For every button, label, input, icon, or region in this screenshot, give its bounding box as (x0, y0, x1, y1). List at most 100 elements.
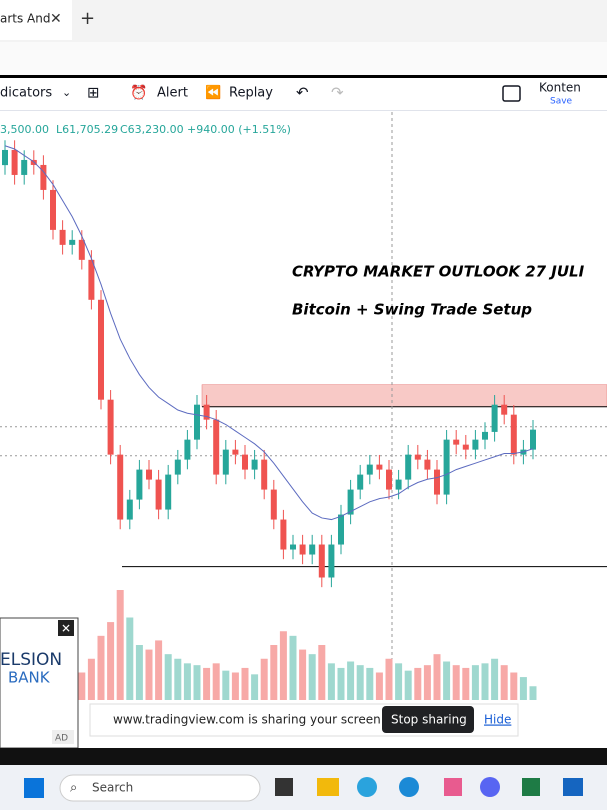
ad-brand[interactable]: ELSION (0, 650, 62, 670)
volume-bar (395, 663, 403, 700)
volume-bar (529, 686, 537, 700)
stop-sharing[interactable]: Stop sharing (391, 713, 467, 727)
volume-bar (299, 649, 307, 700)
toolbar (0, 78, 607, 110)
candle-body (357, 474, 364, 490)
redo[interactable]: ↷ (331, 84, 344, 102)
share-message: www.tradingview.com is sharing your scre… (113, 713, 385, 727)
candle-body (126, 499, 133, 520)
candle-body (299, 544, 306, 555)
volume-bar (279, 631, 287, 700)
app-icon[interactable] (399, 777, 419, 797)
indicators[interactable]: dicators (0, 86, 52, 101)
alert[interactable]: Alert (157, 86, 188, 101)
app-icon[interactable] (317, 778, 339, 796)
candle-body (261, 459, 268, 490)
replay-icon[interactable]: ⏪ (205, 85, 221, 101)
candle-body (98, 299, 104, 400)
candle-body (155, 479, 162, 510)
fullscreen[interactable] (502, 85, 521, 102)
volume-bar (462, 667, 470, 700)
annotation-subtitle: Bitcoin + Swing Trade Setup (292, 301, 532, 319)
app-icon[interactable] (357, 777, 377, 797)
candle-body (482, 431, 488, 440)
volume-bar (366, 667, 374, 700)
account[interactable]: Konten (539, 81, 581, 95)
app-icon[interactable] (275, 778, 293, 796)
candle-body (280, 519, 287, 550)
save[interactable]: Save (550, 97, 573, 107)
candle-body (11, 149, 18, 175)
candle-body (213, 419, 220, 475)
app-icon[interactable] (522, 778, 540, 796)
replay[interactable]: Replay (229, 86, 273, 101)
ad-close-x[interactable]: ✕ (61, 622, 71, 636)
address-area (0, 42, 607, 75)
search-icon: ⌕ (70, 781, 77, 796)
volume-bar (251, 674, 259, 700)
search-box[interactable] (59, 774, 261, 802)
annotation-title: CRYPTO MARKET OUTLOOK 27 JULI (292, 263, 585, 281)
candle-body (59, 229, 66, 245)
volume-bar (404, 670, 412, 700)
alert-icon[interactable]: ⏰ (130, 83, 147, 101)
volume-bar (375, 672, 383, 700)
candle-body (501, 404, 508, 415)
candle-body (222, 449, 229, 475)
volume-bar (347, 661, 355, 700)
volume-bar (443, 661, 451, 700)
candle-body (232, 449, 239, 455)
app-icon[interactable] (563, 778, 583, 796)
dropdown[interactable]: ⌄ (62, 86, 71, 99)
border (0, 75, 607, 78)
volume-bar (212, 663, 220, 700)
new-tab[interactable]: + (80, 8, 95, 29)
volume-bar (135, 645, 143, 700)
stop-sharing-button[interactable] (382, 706, 474, 733)
volume-bar (385, 658, 393, 700)
candle-body (530, 429, 536, 450)
volume-bar (308, 654, 316, 700)
hide[interactable]: Hide (484, 713, 511, 727)
candle-body (309, 544, 316, 555)
candle-body (184, 439, 191, 460)
candle-body (338, 514, 344, 545)
candle-body (242, 454, 248, 470)
ad-close[interactable] (58, 620, 74, 636)
tab-close[interactable]: ✕ (50, 11, 62, 27)
volume-bar (491, 658, 499, 700)
volume-bar (222, 670, 230, 700)
candle-body (376, 464, 383, 470)
candle-body (203, 404, 210, 420)
undo[interactable]: ↶ (296, 84, 309, 102)
volume-bar (78, 672, 86, 700)
volume-bar (500, 665, 508, 700)
candle-body (50, 189, 56, 230)
search[interactable]: Search (92, 781, 133, 795)
ohlc-low: L61,705.29 (56, 123, 118, 136)
ad-brand2[interactable]: BANK (8, 669, 51, 687)
candle-body (117, 454, 124, 520)
layouts[interactable]: ⊞ (87, 84, 100, 102)
volume-bar (327, 663, 335, 700)
volume-bar (260, 658, 268, 700)
candle-body (146, 469, 152, 480)
moving-average (4, 145, 534, 521)
volume-bar (164, 654, 172, 700)
candle-body (78, 239, 85, 260)
candle-body (414, 454, 421, 460)
app-icon[interactable] (480, 777, 500, 797)
volume-bar (155, 640, 163, 700)
candle-body (88, 259, 95, 300)
volume-bar (471, 665, 479, 700)
tab-bar (0, 0, 607, 42)
volume-bar (289, 635, 297, 700)
app-icon[interactable] (444, 778, 462, 796)
ohlc-high: 3,500.00 (0, 123, 49, 136)
volume-bar (183, 663, 191, 700)
start[interactable] (24, 778, 44, 798)
candle-body (136, 469, 143, 500)
tab[interactable] (0, 0, 72, 40)
